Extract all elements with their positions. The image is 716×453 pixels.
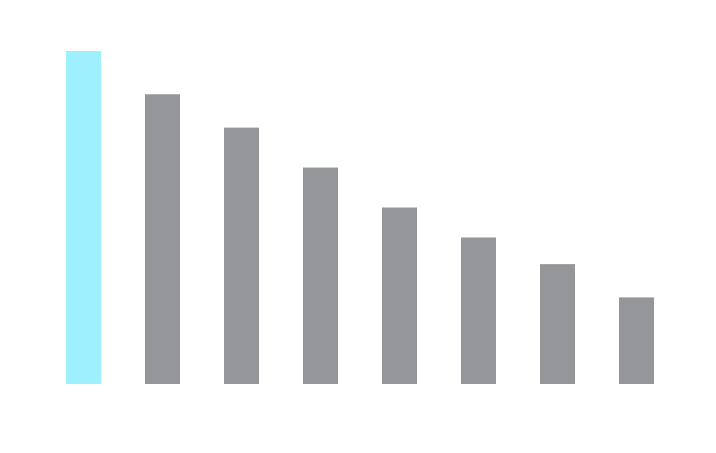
bar — [540, 264, 575, 384]
bar — [619, 297, 654, 384]
bar — [461, 237, 496, 384]
bar — [224, 127, 259, 384]
bar — [66, 51, 101, 384]
bar — [303, 167, 338, 384]
bar — [145, 94, 180, 384]
bar — [382, 207, 417, 384]
